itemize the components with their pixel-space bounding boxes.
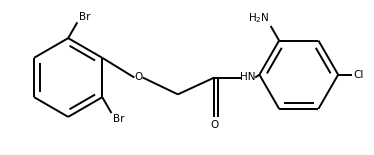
- Text: Br: Br: [79, 12, 90, 22]
- Text: HN: HN: [240, 73, 256, 82]
- Text: H$_2$N: H$_2$N: [248, 11, 269, 25]
- Text: Br: Br: [113, 114, 124, 124]
- Text: Cl: Cl: [354, 70, 364, 80]
- Text: O: O: [210, 120, 218, 130]
- Text: O: O: [134, 73, 142, 82]
